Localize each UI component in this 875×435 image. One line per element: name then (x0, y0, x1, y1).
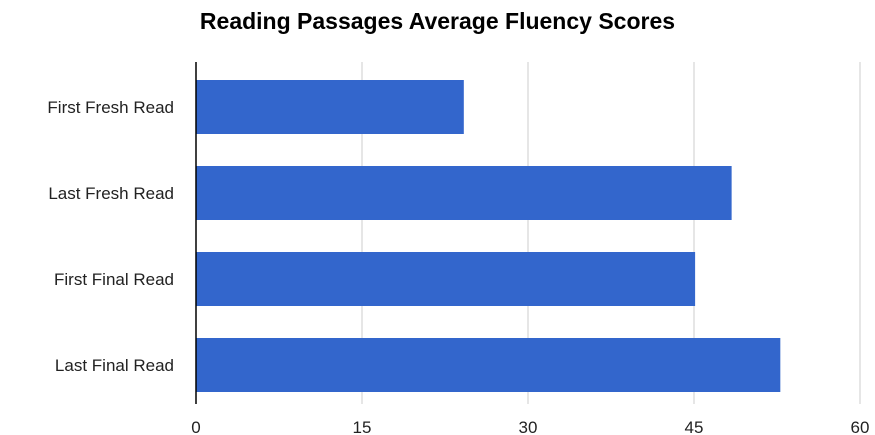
category-label: First Final Read (54, 270, 174, 289)
x-tick-label: 0 (191, 418, 200, 435)
category-label: Last Final Read (55, 356, 174, 375)
x-tick-label: 45 (685, 418, 704, 435)
x-axis-ticks: 0 15 30 45 60 (191, 418, 869, 435)
x-tick-label: 60 (851, 418, 870, 435)
category-label: First Fresh Read (47, 98, 174, 117)
chart-title: Reading Passages Average Fluency Scores (199, 8, 676, 34)
bar-last-fresh-read (196, 166, 732, 220)
bar-first-fresh-read (196, 80, 464, 134)
category-labels: First Fresh Read Last Fresh Read First Fin… (47, 98, 174, 375)
x-tick-label: 30 (519, 418, 538, 435)
bar-first-final-read (196, 252, 696, 306)
x-tick-label: 15 (353, 418, 372, 435)
bar-group (196, 80, 781, 392)
bar-last-final-read (196, 338, 781, 392)
category-label: Last Fresh Read (48, 184, 174, 203)
